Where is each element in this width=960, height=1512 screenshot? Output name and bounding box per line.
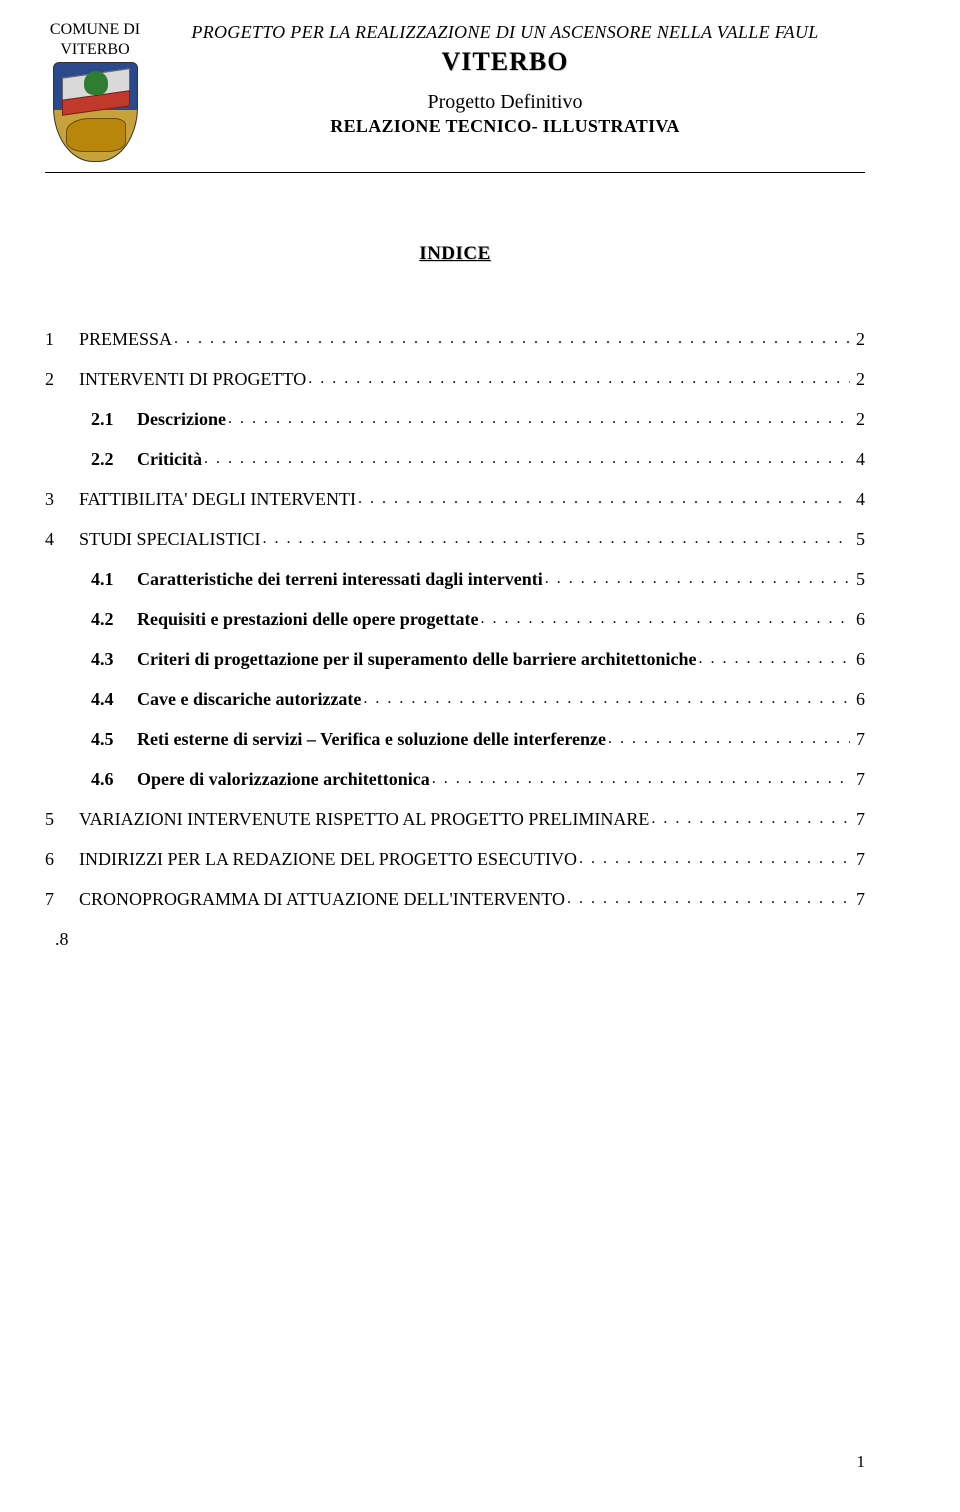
toc-leader-dots — [432, 770, 850, 788]
document-page: COMUNE DI VITERBO PROGETTO PER LA REALIZ… — [0, 0, 960, 1512]
toc-number: 2.1 — [91, 409, 137, 430]
toc-number: 4.3 — [91, 649, 137, 670]
toc-number: 4.5 — [91, 729, 137, 750]
toc-text: STUDI SPECIALISTICI — [79, 529, 261, 550]
comune-emblem-icon — [53, 62, 138, 162]
trailing-dot8: .8 — [55, 929, 865, 950]
toc-number: 2 — [45, 369, 79, 390]
toc-row: 4.4Cave e discariche autorizzate 6 — [45, 689, 865, 710]
toc-number: 3 — [45, 489, 79, 510]
toc-text: PREMESSA — [79, 329, 172, 350]
comune-line-2: VITERBO — [45, 40, 145, 60]
toc-leader-dots — [263, 530, 850, 548]
toc-row: 2.1Descrizione 2 — [45, 409, 865, 430]
project-title-block: PROGETTO PER LA REALIZZAZIONE DI UN ASCE… — [145, 18, 865, 137]
toc-text: Reti esterne di servizi – Verifica e sol… — [137, 729, 606, 750]
relation-line: RELAZIONE TECNICO- ILLUSTRATIVA — [145, 116, 865, 137]
header-divider — [45, 172, 865, 173]
toc-leader-dots — [480, 610, 850, 628]
toc-leader-dots — [699, 650, 850, 668]
toc-row: 2INTERVENTI DI PROGETTO2 — [45, 369, 865, 390]
toc-number: 5 — [45, 809, 79, 830]
toc-leader-dots — [579, 850, 850, 868]
toc-page: 6 — [852, 689, 865, 710]
toc-number: 1 — [45, 329, 79, 350]
toc-page: 4 — [852, 489, 865, 510]
toc-row: 1PREMESSA 2 — [45, 329, 865, 350]
toc-text: Descrizione — [137, 409, 226, 430]
toc-text: Criteri di progettazione per il superame… — [137, 649, 697, 670]
toc-text: Criticità — [137, 449, 202, 470]
toc-number: 4.1 — [91, 569, 137, 590]
toc-page: 5 — [852, 529, 865, 550]
toc-text: Cave e discariche autorizzate — [137, 689, 361, 710]
toc-leader-dots — [204, 450, 850, 468]
toc-row: 5VARIAZIONI INTERVENUTE RISPETTO AL PROG… — [45, 809, 865, 830]
indice-title: INDICE — [45, 243, 865, 265]
toc-text: Opere di valorizzazione architettonica — [137, 769, 430, 790]
toc-page: 7 — [852, 889, 865, 910]
toc-page: 7 — [852, 809, 865, 830]
subtitle: Progetto Definitivo — [145, 91, 865, 114]
toc-row: 4.5Reti esterne di servizi – Verifica e … — [45, 729, 865, 750]
toc-leader-dots — [174, 330, 850, 348]
toc-number: 7 — [45, 889, 79, 910]
toc-page: 7 — [852, 849, 865, 870]
toc-text: VARIAZIONI INTERVENUTE RISPETTO AL PROGE… — [79, 809, 649, 830]
toc-page: 6 — [852, 609, 865, 630]
toc-number: 2.2 — [91, 449, 137, 470]
comune-block: COMUNE DI VITERBO — [45, 18, 145, 162]
page-number: 1 — [857, 1452, 866, 1472]
project-main: VITERBO — [145, 47, 865, 77]
toc-leader-dots — [363, 690, 850, 708]
toc-row: 4STUDI SPECIALISTICI 5 — [45, 529, 865, 550]
toc-number: 4.2 — [91, 609, 137, 630]
toc-page: 5 — [852, 569, 865, 590]
toc-leader-dots — [358, 490, 850, 508]
comune-line-1: COMUNE DI — [45, 20, 145, 40]
toc-leader-dots — [608, 730, 850, 748]
toc-text: INDIRIZZI PER LA REDAZIONE DEL PROGETTO … — [79, 849, 577, 870]
toc-leader-dots — [308, 370, 850, 388]
table-of-contents: 1PREMESSA22INTERVENTI DI PROGETTO22.1Des… — [45, 329, 865, 910]
toc-page: 2 — [852, 329, 865, 350]
toc-number: 4 — [45, 529, 79, 550]
toc-row: 7CRONOPROGRAMMA DI ATTUAZIONE DELL'INTER… — [45, 889, 865, 910]
toc-row: 3FATTIBILITA' DEGLI INTERVENTI 4 — [45, 489, 865, 510]
toc-row: 4.1Caratteristiche dei terreni interessa… — [45, 569, 865, 590]
toc-number: 6 — [45, 849, 79, 870]
toc-number: 4.4 — [91, 689, 137, 710]
toc-row: 4.2Requisiti e prestazioni delle opere p… — [45, 609, 865, 630]
toc-page: 4 — [852, 449, 865, 470]
toc-row: 4.3Criteri di progettazione per il super… — [45, 649, 865, 670]
toc-leader-dots — [545, 570, 850, 588]
toc-row: 2.2Criticità 4 — [45, 449, 865, 470]
toc-page: 7 — [852, 729, 865, 750]
toc-text: Caratteristiche dei terreni interessati … — [137, 569, 543, 590]
toc-text: FATTIBILITA' DEGLI INTERVENTI — [79, 489, 356, 510]
toc-leader-dots — [651, 810, 850, 828]
toc-page: 2 — [852, 409, 865, 430]
toc-leader-dots — [228, 410, 850, 428]
toc-text: INTERVENTI DI PROGETTO — [79, 369, 306, 390]
project-line: PROGETTO PER LA REALIZZAZIONE DI UN ASCE… — [145, 20, 865, 45]
toc-row: 6INDIRIZZI PER LA REDAZIONE DEL PROGETTO… — [45, 849, 865, 870]
toc-leader-dots — [567, 890, 850, 908]
toc-page: 2 — [852, 369, 865, 390]
toc-page: 7 — [852, 769, 865, 790]
toc-text: Requisiti e prestazioni delle opere prog… — [137, 609, 478, 630]
toc-page: 6 — [852, 649, 865, 670]
toc-row: 4.6Opere di valorizzazione architettonic… — [45, 769, 865, 790]
toc-number: 4.6 — [91, 769, 137, 790]
header: COMUNE DI VITERBO PROGETTO PER LA REALIZ… — [45, 18, 865, 162]
toc-text: CRONOPROGRAMMA DI ATTUAZIONE DELL'INTERV… — [79, 889, 565, 910]
